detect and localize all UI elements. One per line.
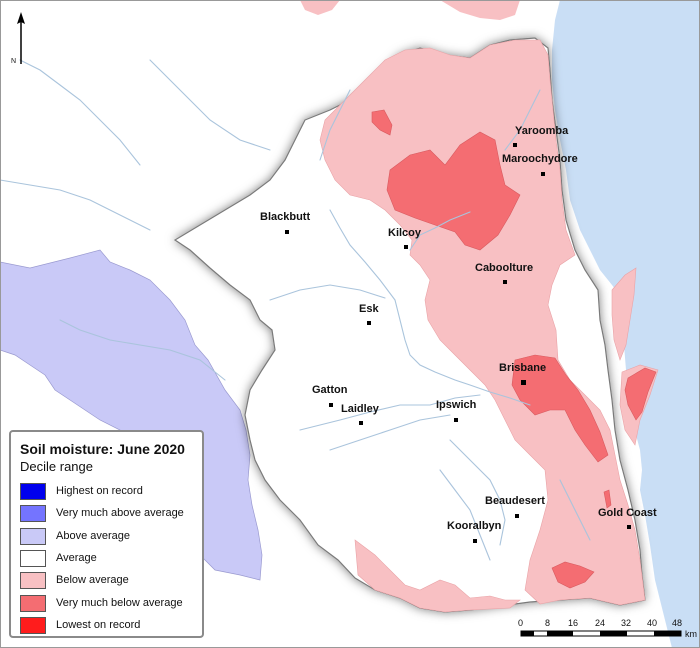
- scale-tick-32: 32: [621, 618, 631, 628]
- rivers: [0, 59, 591, 561]
- town-label-esk: Esk: [359, 303, 379, 315]
- very-much-below-average-small: [371, 109, 393, 136]
- legend-item-very-much-below: Very much below average: [20, 595, 200, 613]
- legend-item-average: Average: [20, 550, 200, 568]
- legend-swatch: [20, 505, 46, 522]
- town-label-gatton: Gatton: [312, 384, 348, 396]
- town-label-beaudesert: Beaudesert: [485, 495, 545, 507]
- legend-label: Very much below average: [56, 597, 183, 609]
- legend-subtitle: Decile range: [20, 459, 93, 474]
- below-average-region-south: [354, 539, 521, 613]
- town-marker-gold-coast: [627, 525, 631, 529]
- town-marker-kooralbyn: [473, 539, 477, 543]
- legend-item-highest: Highest on record: [20, 483, 200, 501]
- north-arrow-icon: N: [11, 12, 25, 65]
- town-marker-laidley: [359, 421, 363, 425]
- town-marker-brisbane: [521, 380, 526, 385]
- town-label-gold-coast: Gold Coast: [598, 507, 657, 519]
- town-markers: [285, 143, 631, 543]
- below-average-island-north: [611, 267, 637, 361]
- town-marker-kilcoy: [404, 245, 408, 249]
- legend-panel: Soil moisture: June 2020 Decile range Hi…: [9, 430, 204, 638]
- very-much-below-average-brisbane: [511, 354, 609, 463]
- below-average-outside-ne: [440, 0, 520, 20]
- legend-item-above: Above average: [20, 528, 200, 546]
- legend-swatch: [20, 617, 46, 634]
- very-much-below-average-island: [624, 367, 657, 421]
- town-label-kooralbyn: Kooralbyn: [447, 520, 502, 532]
- town-label-ipswich: Ipswich: [436, 399, 477, 411]
- scale-tick-48: 48: [672, 618, 682, 628]
- town-label-caboolture: Caboolture: [475, 262, 533, 274]
- legend-label: Average: [56, 552, 97, 564]
- legend-swatch: [20, 528, 46, 545]
- town-label-kilcoy: Kilcoy: [388, 227, 422, 239]
- scale-tick-40: 40: [647, 618, 657, 628]
- town-marker-maroochydore: [541, 172, 545, 176]
- legend-item-below: Below average: [20, 572, 200, 590]
- scale-tick-24: 24: [595, 618, 605, 628]
- very-much-below-average-north: [386, 131, 521, 251]
- below-average-outside-north: [300, 0, 340, 15]
- legend-swatch: [20, 550, 46, 567]
- scale-tick-0: 0: [518, 618, 523, 628]
- town-marker-yaroomba: [513, 143, 517, 147]
- legend-label: Highest on record: [56, 485, 143, 497]
- legend-swatch: [20, 572, 46, 589]
- legend-swatch: [20, 483, 46, 500]
- town-labels: Yaroomba Maroochydore Blackbutt Kilcoy C…: [260, 125, 657, 532]
- north-label: N: [11, 58, 16, 65]
- legend-title: Soil moisture: June 2020: [20, 441, 185, 457]
- town-label-brisbane: Brisbane: [499, 362, 546, 374]
- scale-bar: 0 8 16 24 32 40 48 km: [518, 618, 697, 639]
- legend-label: Below average: [56, 574, 129, 586]
- town-label-yaroomba: Yaroomba: [515, 125, 569, 137]
- legend-label: Above average: [56, 530, 130, 542]
- scale-unit: km: [685, 629, 697, 639]
- town-marker-gatton: [329, 403, 333, 407]
- scale-tick-16: 16: [568, 618, 578, 628]
- town-marker-beaudesert: [515, 514, 519, 518]
- town-marker-blackbutt: [285, 230, 289, 234]
- very-much-below-average-sliver: [603, 489, 612, 509]
- town-label-blackbutt: Blackbutt: [260, 211, 310, 223]
- town-label-laidley: Laidley: [341, 403, 380, 415]
- scale-tick-8: 8: [545, 618, 550, 628]
- legend-label: Very much above average: [56, 507, 184, 519]
- legend-item-lowest: Lowest on record: [20, 617, 200, 635]
- town-marker-ipswich: [454, 418, 458, 422]
- town-marker-caboolture: [503, 280, 507, 284]
- legend-item-very-much-above: Very much above average: [20, 505, 200, 523]
- legend-swatch: [20, 595, 46, 612]
- town-label-maroochydore: Maroochydore: [502, 153, 578, 165]
- town-marker-esk: [367, 321, 371, 325]
- very-much-below-average-gold-coast: [551, 561, 595, 589]
- legend-label: Lowest on record: [56, 619, 141, 631]
